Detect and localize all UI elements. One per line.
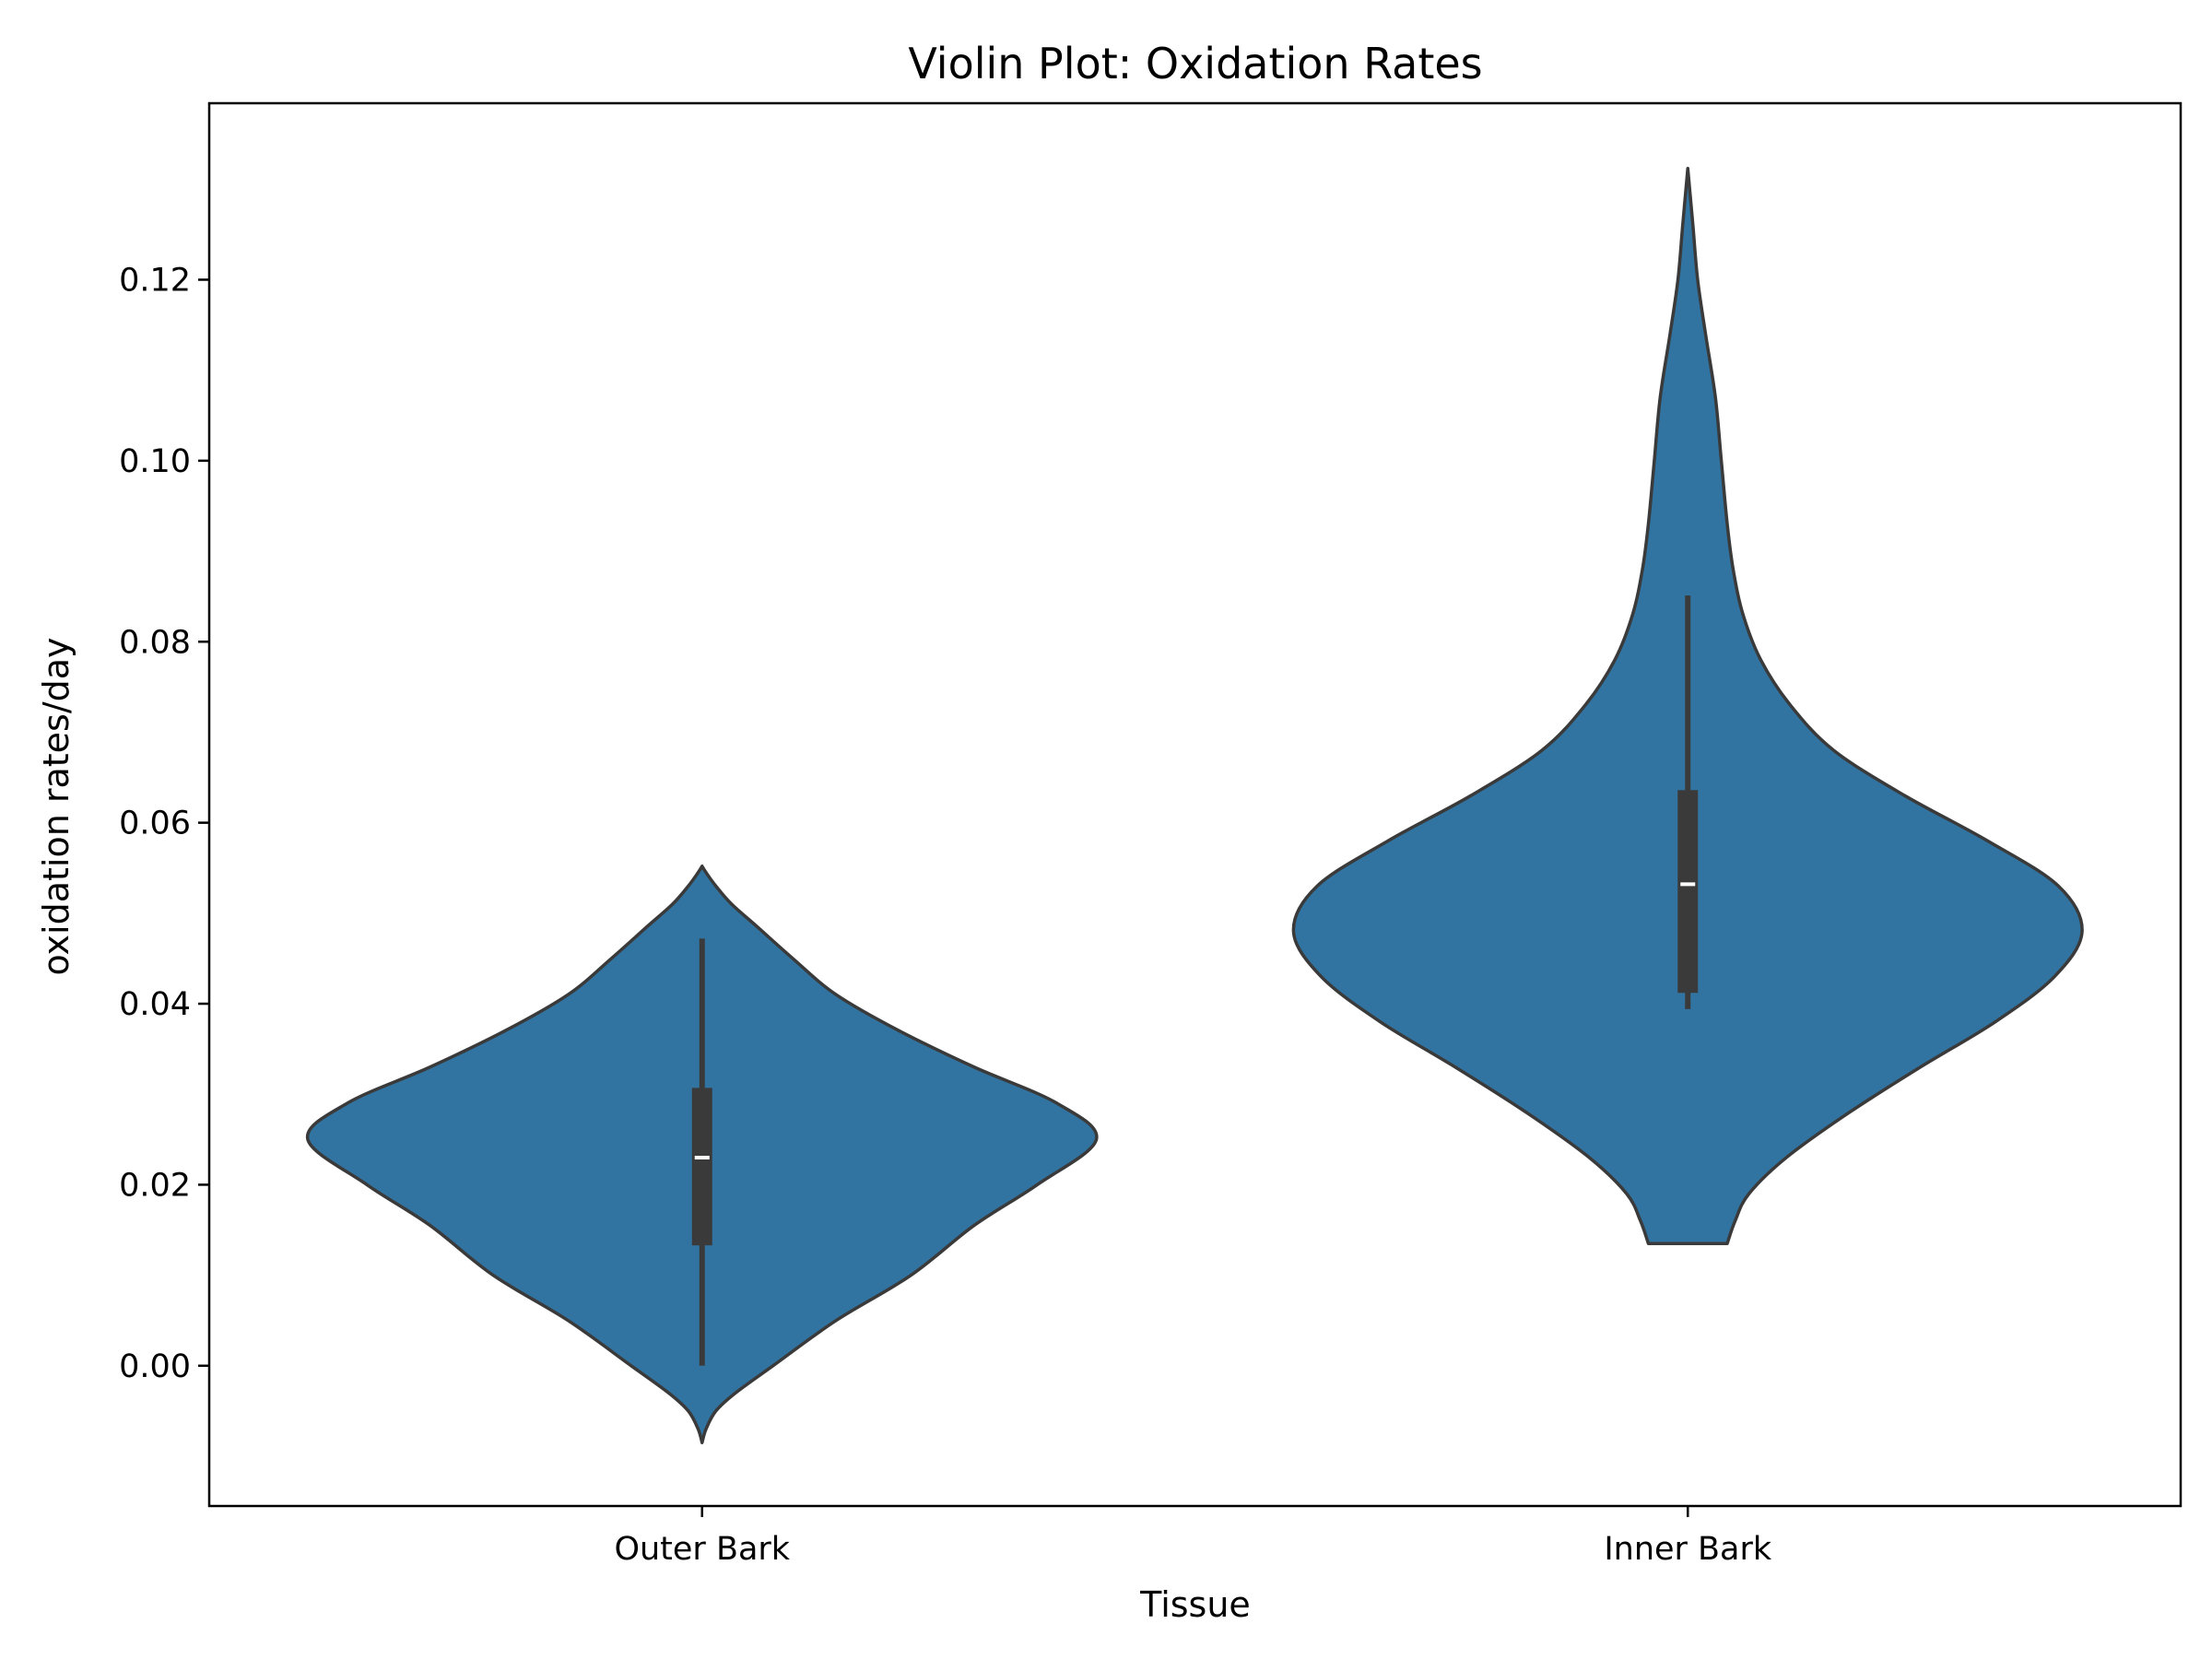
y-tick-label: 0.06 xyxy=(119,806,191,842)
y-axis-label: oxidation rates/day xyxy=(36,637,76,975)
violins-layer xyxy=(306,166,2084,1445)
iqr-box xyxy=(691,1088,712,1246)
y-tick-label: 0.08 xyxy=(119,624,191,661)
y-tick-label: 0.10 xyxy=(119,443,191,480)
chart-title: Violin Plot: Oxidation Rates xyxy=(908,39,1482,88)
x-axis-label: Tissue xyxy=(1139,1584,1251,1625)
plot-frame xyxy=(207,101,2183,1508)
y-tick-label: 0.12 xyxy=(119,262,191,299)
y-tick-label: 0.00 xyxy=(119,1348,191,1385)
iqr-box xyxy=(1677,790,1699,994)
y-tick-label: 0.02 xyxy=(119,1167,191,1204)
axes-layer: 0.00 0.02 0.04 0.06 0.08 0.10 0.12 Outer Bark In… xyxy=(119,101,2183,1568)
y-tick-label: 0.04 xyxy=(119,986,191,1023)
x-tick-label: Inner Bark xyxy=(1604,1531,1772,1568)
x-tick-label: Outer Bark xyxy=(614,1531,790,1568)
